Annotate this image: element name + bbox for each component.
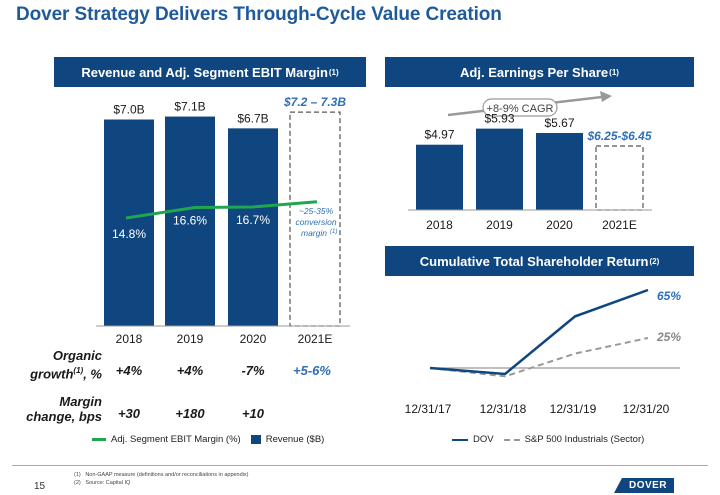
eps-bar-2021e	[595, 145, 644, 211]
eps-bar-label-2021e: $6.25-$6.45	[586, 129, 651, 143]
legend-dov-label: DOV	[473, 434, 494, 445]
tsr-x-tick-0: 12/31/17	[405, 402, 452, 416]
legend-dov-swatch	[452, 438, 468, 441]
tsr-x-tick-1: 12/31/18	[480, 402, 527, 416]
organic-label-sup: (1)	[73, 366, 84, 375]
eps-bar-2020	[536, 132, 583, 210]
margin-label-2018: 14.8%	[112, 227, 146, 241]
margin-value-2018: +30	[117, 406, 141, 421]
conversion-annotation-line3: margin	[301, 228, 327, 238]
revenue-panel-sup: (1)	[328, 67, 339, 77]
revenue-panel-title: Revenue and Adj. Segment EBIT Margin	[81, 64, 328, 80]
tsr-sp-line	[429, 337, 649, 378]
revenue-x-tick-2020: 2020	[240, 332, 267, 346]
revenue-x-tick-2018: 2018	[116, 332, 143, 346]
tsr-panel-title: Cumulative Total Shareholder Return	[419, 253, 649, 269]
eps-bar-2018	[416, 144, 463, 210]
legend-sp-swatch	[503, 438, 520, 441]
eps-x-tick-2021e: 2021E	[602, 218, 637, 232]
footnote-2-num: (2)	[74, 480, 81, 486]
organic-value-2020: -7%	[241, 363, 265, 378]
tsr-x-tick-3: 12/31/20	[623, 402, 670, 416]
footnote-1-text: Non-GAAP measure (definitions and/or rec…	[85, 472, 249, 478]
margin-label-2020: 16.7%	[236, 213, 270, 227]
revenue-bar-2020	[228, 128, 278, 326]
margin-label-2019: 16.6%	[173, 214, 207, 228]
revenue-bar-2019	[165, 116, 215, 326]
eps-bar-2019	[476, 128, 523, 210]
cagr-label: +8-9% CAGR	[487, 103, 554, 115]
legend-margin-label: Adj. Segment EBIT Margin (%)	[111, 434, 241, 445]
organic-label-line2: growth	[30, 366, 74, 382]
legend-margin-swatch	[92, 438, 106, 441]
margin-value-2019: +180	[175, 406, 205, 421]
eps-panel-title: Adj. Earnings Per Share	[460, 64, 609, 80]
dover-logo: DOVER	[614, 478, 674, 493]
tsr-dov-end-label: 65%	[657, 289, 681, 303]
tsr-panel-header: Cumulative Total Shareholder Return (2)	[385, 246, 694, 276]
revenue-x-tick-2019: 2019	[177, 332, 204, 346]
eps-panel-sup: (1)	[609, 67, 619, 77]
footer-divider	[12, 465, 708, 466]
conversion-annotation-sup: (1)	[330, 229, 337, 235]
footnote-1: (1) Non-GAAP measure (definitions and/or…	[74, 472, 248, 479]
footnote-2: (2) Source: Capital IQ	[74, 480, 130, 487]
margin-change-label: Margin change, bps	[10, 394, 102, 424]
revenue-bar-label-2019: $7.1B	[174, 100, 205, 114]
revenue-bar-2018	[104, 119, 154, 326]
legend-revenue-label: Revenue ($B)	[265, 434, 325, 445]
revenue-bar-label-2020: $6.7B	[237, 111, 268, 125]
organic-growth-label: Organic growth(1), %	[10, 348, 102, 381]
eps-bar-label-2018: $4.97	[424, 128, 454, 142]
margin-label-line1: Margin	[59, 394, 102, 409]
organic-label-line1: Organic	[52, 348, 102, 363]
page-title: Dover Strategy Delivers Through-Cycle Va…	[16, 4, 502, 25]
conversion-annotation-line1: ~25-35%	[299, 206, 334, 216]
revenue-bar-label-2018: $7.0B	[113, 103, 144, 117]
revenue-bar-label-2021e: $7.2 – 7.3B	[283, 95, 346, 109]
eps-x-tick-2020: 2020	[546, 218, 573, 232]
legend-revenue-swatch	[250, 435, 261, 444]
legend-sp-label: S&P 500 Industrials (Sector)	[524, 434, 645, 445]
page-number: 15	[34, 481, 46, 492]
organic-value-2019: +4%	[176, 363, 204, 378]
margin-label-line2: change, bps	[26, 409, 102, 424]
eps-x-tick-2018: 2018	[426, 218, 453, 232]
organic-value-2021e: +5-6%	[293, 363, 331, 378]
tsr-x-tick-2: 12/31/19	[550, 402, 597, 416]
cagr-arrowhead	[600, 91, 612, 102]
eps-bar-label-2020: $5.67	[544, 116, 574, 130]
organic-value-2018: +4%	[115, 363, 143, 378]
cagr-pill	[482, 98, 558, 117]
revenue-legend: Adj. Segment EBIT Margin (%) Revenue ($B…	[92, 434, 324, 445]
conversion-annotation-line2: conversion	[295, 217, 336, 227]
eps-bar-label-2019: $5.93	[484, 112, 514, 126]
tsr-dov-line	[429, 288, 649, 376]
margin-line	[125, 200, 318, 220]
tsr-legend: DOV S&P 500 Industrials (Sector)	[452, 434, 644, 445]
tsr-panel-sup: (2)	[649, 256, 660, 266]
eps-x-tick-2019: 2019	[486, 218, 513, 232]
margin-value-2020: +10	[241, 406, 265, 421]
footnote-2-text: Source: Capital IQ	[85, 480, 131, 486]
revenue-panel-header: Revenue and Adj. Segment EBIT Margin (1)	[54, 57, 366, 87]
tsr-sp-end-label: 25%	[656, 330, 681, 344]
revenue-x-tick-2021e: 2021E	[298, 332, 333, 346]
organic-label-unit: , %	[83, 366, 102, 382]
eps-panel-header: Adj. Earnings Per Share (1)	[385, 57, 694, 87]
footnote-1-num: (1)	[74, 472, 81, 478]
